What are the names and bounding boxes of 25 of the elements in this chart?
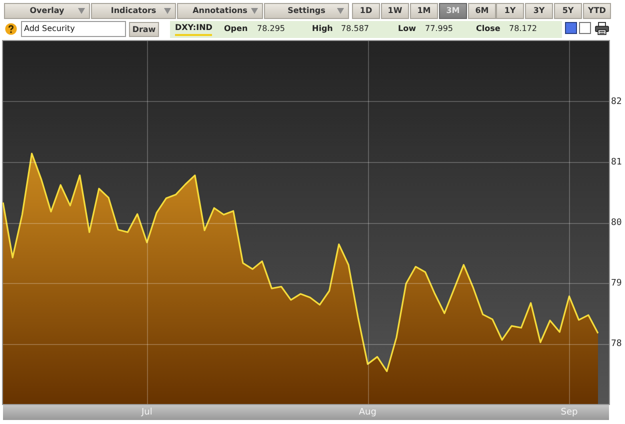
x-tick-label: Jul: [140, 408, 152, 418]
info-bar: DXY:IND Open 78.295 High 78.587 Low 77.995 Close 78.172: [170, 21, 562, 38]
y-tick-label: 80: [611, 218, 622, 228]
dropdown-button: Annotations: [177, 3, 263, 19]
range-button: 1W: [381, 3, 409, 19]
y-tick-label: 81: [611, 157, 622, 168]
dropdown-button: Overlay: [4, 3, 90, 19]
range-button: 1Y: [496, 3, 524, 19]
text-field: Add Security: [21, 21, 126, 37]
x-tick-label: Sep: [560, 408, 578, 418]
chart-title: DXY:IND: [175, 23, 212, 36]
range-button: 5Y: [554, 3, 582, 19]
button: Draw: [129, 22, 159, 37]
y-tick-label: 79: [611, 278, 622, 288]
dropdown-button: Indicators: [91, 3, 176, 19]
x-tick-label: Aug: [358, 408, 376, 418]
range-button: YTD: [583, 3, 611, 19]
range-button: 1M: [410, 3, 438, 19]
range-button: 6M: [468, 3, 496, 19]
y-tick-label: 82: [611, 96, 622, 107]
range-button: 3Y: [525, 3, 553, 19]
y-tick-label: 78: [611, 338, 622, 349]
range-button: 1D: [352, 3, 380, 19]
range-button: 3M: [439, 3, 467, 19]
dropdown-button: Settings: [264, 3, 349, 19]
